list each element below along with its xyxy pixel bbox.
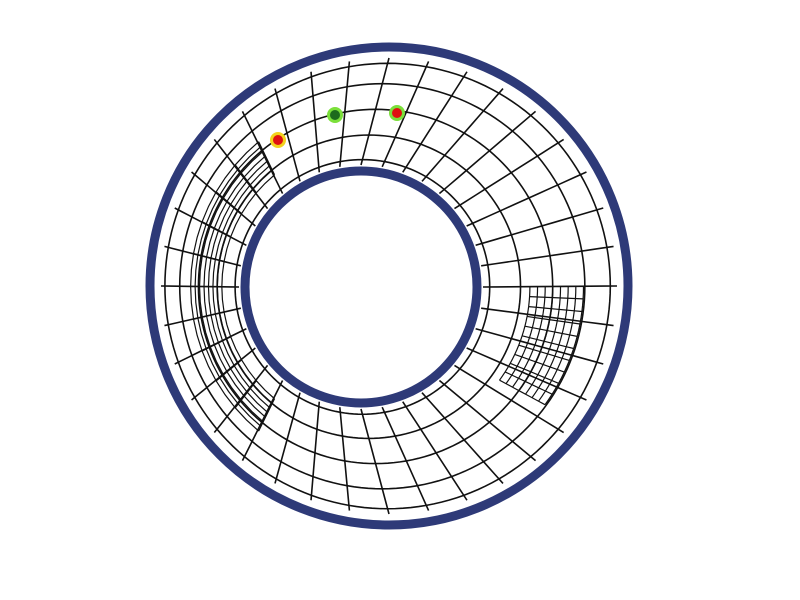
rope-net: [160, 57, 618, 515]
net-fine-mesh-rope: [509, 362, 559, 384]
marker-dot: [273, 135, 283, 145]
net-fine-mesh-rope: [544, 286, 585, 406]
net-fine-mesh-rope: [258, 141, 276, 176]
net-fine-mesh-rope: [190, 141, 260, 432]
net-fine-mesh-rope: [215, 191, 243, 215]
net-radial-rope: [438, 379, 537, 462]
inner-frame-ring: [240, 166, 482, 408]
net-fine-mesh-rope: [529, 296, 584, 300]
net-fine-mesh-rope: [505, 286, 539, 385]
net-fine-mesh-rope: [528, 305, 582, 313]
net-radial-rope: [481, 245, 614, 267]
net-fine-mesh-rope: [216, 169, 273, 404]
net-radial-rope: [274, 88, 301, 182]
net-radial-rope: [310, 401, 321, 501]
net-radial-rope: [454, 364, 565, 434]
marker-dot: [330, 110, 340, 120]
net-fine-mesh-rope: [531, 286, 569, 399]
net-fine-mesh-rope: [201, 336, 232, 352]
net-fine-mesh-rope: [499, 379, 546, 406]
net-fine-mesh-rope: [521, 335, 574, 350]
net-fine-mesh-rope: [512, 286, 546, 388]
net-fine-mesh-rope: [193, 252, 225, 262]
net-fine-mesh-rope: [193, 311, 225, 320]
net-fine-mesh-rope: [212, 164, 271, 409]
marker-dot: [392, 108, 402, 118]
net-fine-mesh-rope: [207, 160, 269, 414]
net-fine-mesh-rope: [518, 286, 554, 392]
net-fine-mesh-rope: [194, 146, 262, 427]
net-ring-rope: [164, 62, 612, 510]
net-fine-mesh-rope: [234, 380, 257, 409]
net-ring-rope: [178, 82, 586, 490]
net-fine-mesh-rope: [524, 325, 578, 337]
net-radial-rope: [466, 171, 587, 227]
net-radial-rope: [339, 407, 351, 511]
net-fine-mesh-rope: [538, 286, 577, 402]
net-radial-rope: [360, 57, 390, 166]
net-fine-mesh-rope: [203, 155, 266, 418]
net-radial-rope: [339, 61, 351, 167]
net-radial-rope: [438, 110, 537, 195]
net-fine-mesh-rope: [518, 344, 570, 362]
hotspot-markers: [270, 105, 405, 148]
net-radial-rope: [454, 138, 565, 210]
net-radial-rope: [274, 392, 301, 484]
net-fine-mesh-rope: [499, 286, 531, 381]
net-radial-rope: [421, 88, 504, 182]
net-radial-rope: [381, 406, 430, 511]
net-radial-rope: [466, 347, 587, 401]
net-fine-mesh-rope: [525, 286, 562, 395]
net-fine-mesh-rope: [258, 398, 276, 432]
net-radial-rope: [402, 401, 468, 501]
net-fine-mesh-rope: [215, 359, 242, 382]
net-fine-mesh-rope: [504, 371, 553, 395]
net-radial-rope: [475, 207, 604, 247]
net-fine-mesh-rope: [198, 150, 264, 423]
net-fine-mesh-rope: [514, 353, 565, 373]
net-fine-mesh-rope: [234, 164, 257, 194]
net-radial-rope: [310, 71, 321, 173]
net-fine-mesh-rope: [526, 315, 581, 325]
net-fine-mesh-rope: [221, 174, 275, 400]
net-radial-rope: [475, 327, 604, 365]
outer-frame-ring: [145, 42, 633, 530]
net-radial-rope: [421, 392, 504, 484]
net-ring-rope: [234, 158, 491, 416]
net-radial-rope: [402, 71, 468, 173]
net-radial-rope: [381, 61, 430, 168]
net-fine-mesh-rope: [201, 221, 232, 238]
net-radial-rope: [481, 307, 614, 327]
net-radial-rope: [360, 408, 390, 515]
